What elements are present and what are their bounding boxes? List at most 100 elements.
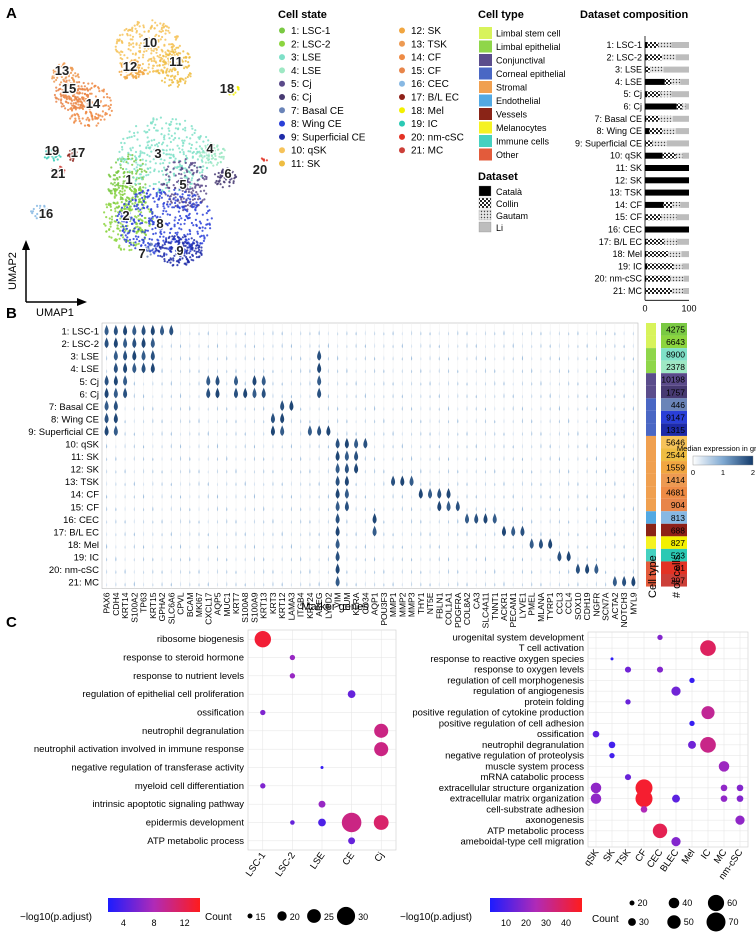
violin-mark bbox=[623, 493, 625, 499]
violin-mark bbox=[141, 324, 146, 336]
violin-mark bbox=[466, 356, 468, 361]
go-right-term-label: regulation of angiogenesis bbox=[473, 686, 584, 697]
cell-state-swatch bbox=[279, 147, 285, 154]
composition-category-label: 4: LSE bbox=[615, 77, 642, 87]
violin-mark bbox=[605, 456, 607, 462]
violin-mark bbox=[438, 456, 440, 462]
violin-mark bbox=[335, 513, 340, 524]
violin-mark bbox=[586, 456, 588, 462]
violin-mark bbox=[438, 367, 440, 374]
violin-mark bbox=[614, 355, 616, 361]
violin-mark bbox=[309, 443, 311, 449]
violin-mark bbox=[189, 519, 191, 524]
violin-mark bbox=[179, 418, 182, 424]
violin-mark bbox=[124, 519, 126, 524]
violin-mark bbox=[226, 330, 228, 336]
gene-label: SLC4A11 bbox=[481, 592, 491, 628]
violin-mark bbox=[198, 494, 200, 499]
violin-mark bbox=[429, 369, 431, 374]
cell-type-swatch bbox=[479, 135, 492, 147]
violin-mark bbox=[161, 493, 163, 499]
violin-mark bbox=[401, 456, 403, 462]
violin-mark bbox=[540, 456, 542, 462]
violin-mark bbox=[226, 355, 228, 361]
right-size-legend-dot bbox=[629, 900, 635, 906]
cell-count-label: 523 bbox=[671, 550, 685, 560]
go-left-group-label: CE bbox=[340, 850, 357, 867]
violin-mark bbox=[198, 406, 200, 411]
violin-mark bbox=[512, 405, 514, 411]
go-right-dot bbox=[590, 793, 602, 804]
umap-cluster-label-7: 7 bbox=[138, 246, 145, 261]
violin-mark bbox=[235, 544, 237, 549]
violin-mark bbox=[503, 506, 505, 512]
violin-mark bbox=[595, 506, 597, 512]
violin-mark bbox=[494, 556, 496, 562]
violin-mark bbox=[226, 432, 228, 436]
violin-mark bbox=[133, 418, 135, 424]
violin-mark bbox=[300, 367, 302, 374]
violin-mark bbox=[226, 443, 228, 449]
violin-mark bbox=[309, 405, 311, 411]
violin-mark bbox=[374, 342, 376, 349]
violin-mark bbox=[123, 375, 128, 386]
violin-mark bbox=[170, 456, 172, 462]
composition-bar-collin bbox=[645, 140, 653, 147]
go-left-term-label: myeloid cell differentiation bbox=[135, 781, 244, 792]
cell-type-strip-cell bbox=[646, 523, 656, 537]
violin-mark bbox=[438, 469, 440, 474]
violin-mark bbox=[327, 581, 329, 587]
violin-mark bbox=[253, 532, 256, 537]
violin-mark bbox=[150, 324, 155, 336]
violin-mark bbox=[447, 531, 450, 537]
violin-mark bbox=[179, 469, 182, 474]
violin-mark bbox=[632, 494, 634, 499]
gene-label: KRT7 bbox=[231, 592, 241, 614]
violin-mark bbox=[280, 412, 285, 424]
go-left-dot bbox=[260, 709, 266, 716]
gene-label: PMEL bbox=[527, 592, 537, 615]
violin-mark bbox=[512, 330, 514, 336]
violin-mark bbox=[549, 392, 551, 399]
violin-mark bbox=[420, 544, 422, 549]
violin-mark bbox=[253, 556, 256, 562]
composition-bar-collin bbox=[645, 288, 673, 294]
violin-mark bbox=[133, 557, 135, 562]
violin-mark bbox=[327, 570, 329, 574]
violin-mark bbox=[585, 563, 590, 574]
composition-category-label: 18: Mel bbox=[612, 249, 642, 259]
go-right-term-label: ATP metabolic process bbox=[487, 826, 584, 837]
violin-mark bbox=[300, 344, 302, 349]
umap-cluster-12 bbox=[118, 59, 146, 80]
violin-mark bbox=[207, 444, 209, 449]
cell-state-swatch bbox=[279, 94, 285, 100]
violin-mark bbox=[494, 431, 496, 436]
violin-mark bbox=[335, 437, 340, 449]
violin-mark bbox=[521, 569, 524, 574]
violin-mark bbox=[568, 531, 570, 537]
composition-bar-li bbox=[680, 78, 689, 85]
right-size-legend-title: Count bbox=[592, 914, 619, 925]
violin-mark bbox=[326, 425, 331, 436]
cell-count-cell bbox=[661, 448, 687, 462]
violin-mark bbox=[494, 545, 496, 549]
violin-mark bbox=[290, 431, 293, 436]
violin-mark bbox=[540, 582, 542, 587]
violin-mark bbox=[372, 513, 377, 524]
cell-type-strip-cell bbox=[646, 548, 656, 562]
violin-mark bbox=[290, 443, 293, 449]
cell-state-label: 5: Cj bbox=[291, 79, 312, 90]
violin-mark bbox=[549, 494, 551, 499]
violin-mark bbox=[263, 519, 265, 524]
violin-mark bbox=[623, 569, 625, 574]
violin-row-label: 9: Superficial CE bbox=[28, 427, 99, 438]
violin-mark bbox=[558, 544, 561, 549]
violin-mark bbox=[235, 444, 237, 449]
violin-mark bbox=[354, 462, 359, 474]
dotplot-legends: −log10(p.adjust) 4 8 12 Count 15 20 25 30 −log10(… bbox=[20, 894, 739, 932]
violin-mark bbox=[420, 481, 422, 487]
violin-mark bbox=[457, 369, 459, 374]
cell-count-label: 10198 bbox=[661, 375, 685, 385]
violin-mark bbox=[233, 375, 239, 386]
